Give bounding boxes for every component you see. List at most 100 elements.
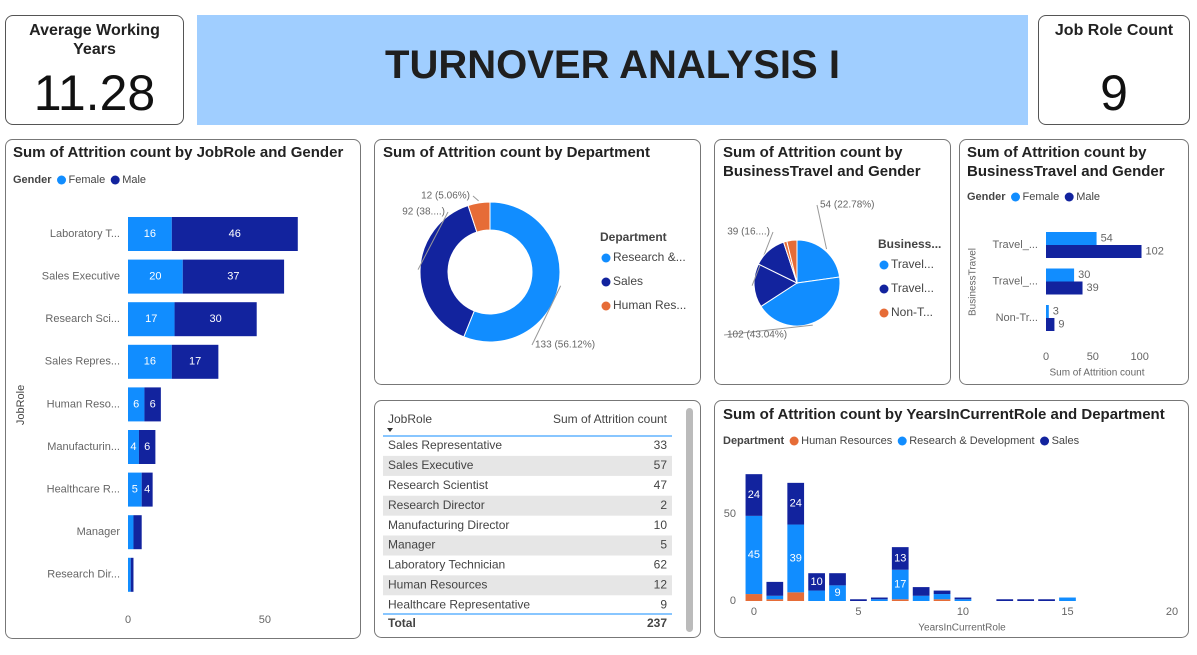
data-label: 30 bbox=[210, 313, 222, 325]
bar bbox=[829, 573, 846, 586]
cell: 57 bbox=[654, 458, 668, 472]
panel bbox=[5, 139, 361, 639]
scrollbar[interactable] bbox=[686, 408, 693, 632]
legend-label: Travel... bbox=[891, 281, 934, 295]
data-label: 20 bbox=[149, 271, 161, 283]
data-label: 45 bbox=[748, 549, 760, 561]
x-tick-label: 0 bbox=[1043, 351, 1049, 363]
bar bbox=[891, 599, 909, 601]
data-label: 12 (5.06%) bbox=[421, 191, 470, 202]
legend-marker bbox=[57, 175, 67, 185]
legend-marker bbox=[879, 308, 889, 318]
bar bbox=[128, 515, 134, 550]
bar bbox=[1046, 232, 1097, 245]
cell: Healthcare Representative bbox=[388, 597, 530, 611]
y-tick-label: Research Dir... bbox=[47, 569, 120, 581]
bar bbox=[1046, 245, 1142, 258]
y-axis-title: JobRole bbox=[15, 385, 27, 425]
x-tick-label: 0 bbox=[125, 614, 131, 626]
legend-marker bbox=[1064, 192, 1074, 202]
legend-label: Sales bbox=[613, 274, 643, 288]
legend-marker bbox=[879, 284, 889, 294]
legend-label: Research &... bbox=[613, 250, 686, 264]
legend-marker bbox=[601, 253, 611, 263]
bar bbox=[996, 599, 1014, 601]
data-label: 54 bbox=[1101, 232, 1113, 244]
cell: Human Resources bbox=[388, 577, 487, 591]
bar bbox=[933, 590, 951, 595]
data-label: 4 bbox=[144, 484, 150, 496]
bar bbox=[1046, 305, 1049, 318]
bar bbox=[138, 430, 156, 464]
kpi-value: 9 bbox=[1100, 65, 1128, 121]
bar bbox=[933, 594, 951, 600]
cell: 33 bbox=[654, 438, 668, 452]
bar bbox=[133, 515, 142, 550]
slice bbox=[796, 239, 841, 284]
row-band bbox=[383, 495, 672, 516]
bar bbox=[891, 569, 909, 600]
legend-label: Travel... bbox=[891, 257, 934, 271]
bar bbox=[174, 302, 257, 337]
bar bbox=[171, 344, 219, 379]
page-title: TURNOVER ANALYSIS I bbox=[197, 15, 1028, 125]
y-tick-label: Manager bbox=[77, 526, 121, 538]
bar bbox=[891, 547, 909, 570]
data-label: 39 bbox=[790, 552, 802, 564]
data-label: 17 bbox=[894, 578, 906, 590]
y-tick-label: Travel_... bbox=[993, 275, 1038, 287]
kpi-card: Job Role Count 9 bbox=[1038, 15, 1190, 125]
legend-title: Department bbox=[723, 435, 784, 447]
bar bbox=[128, 387, 145, 422]
y-tick-label: Research Sci... bbox=[45, 313, 120, 325]
legend-marker bbox=[1011, 192, 1021, 202]
slice bbox=[467, 201, 491, 233]
bar bbox=[128, 217, 172, 251]
slice bbox=[463, 201, 561, 343]
bar bbox=[850, 599, 867, 601]
bar bbox=[128, 259, 183, 294]
legend-marker bbox=[110, 175, 120, 185]
data-label: 17 bbox=[145, 313, 157, 325]
legend-marker bbox=[601, 277, 611, 287]
leader-line bbox=[417, 211, 449, 270]
legend-label: Male bbox=[1076, 191, 1100, 203]
bar bbox=[1038, 599, 1055, 601]
bar bbox=[787, 482, 805, 525]
bar bbox=[829, 585, 846, 601]
bar bbox=[144, 387, 161, 422]
cell: Manufacturing Director bbox=[388, 518, 509, 532]
bar bbox=[128, 472, 142, 507]
bar bbox=[808, 590, 825, 601]
leader-line bbox=[723, 324, 813, 336]
data-label: 6 bbox=[150, 398, 156, 410]
y-tick-label: Travel_... bbox=[993, 239, 1038, 251]
bar bbox=[1046, 281, 1083, 295]
bar bbox=[171, 217, 298, 251]
total-value: 237 bbox=[647, 616, 667, 630]
cell: Research Scientist bbox=[388, 478, 489, 492]
bar bbox=[141, 472, 153, 507]
legend-label: Female bbox=[69, 174, 106, 186]
legend-marker bbox=[897, 436, 907, 446]
row-band bbox=[383, 455, 672, 476]
data-label: 17 bbox=[189, 356, 201, 368]
sort-icon[interactable] bbox=[387, 428, 393, 432]
bar bbox=[1017, 599, 1035, 601]
y-tick-label: 0 bbox=[730, 595, 736, 607]
y-axis-title: BusinessTravel bbox=[968, 248, 979, 316]
bar bbox=[1046, 318, 1055, 331]
bar bbox=[128, 430, 139, 464]
x-tick-label: 10 bbox=[957, 606, 969, 618]
data-label: 16 bbox=[144, 228, 156, 240]
x-tick-label: 15 bbox=[1061, 606, 1073, 618]
bar bbox=[787, 592, 805, 601]
cell: Manager bbox=[388, 538, 435, 552]
bar bbox=[745, 474, 763, 516]
column-header: Sum of Attrition count bbox=[553, 412, 668, 426]
data-label: 13 bbox=[894, 552, 906, 564]
data-label: 6 bbox=[133, 398, 139, 410]
legend-label: Non-T... bbox=[891, 305, 933, 319]
legend-label: Human Resources bbox=[801, 435, 893, 447]
